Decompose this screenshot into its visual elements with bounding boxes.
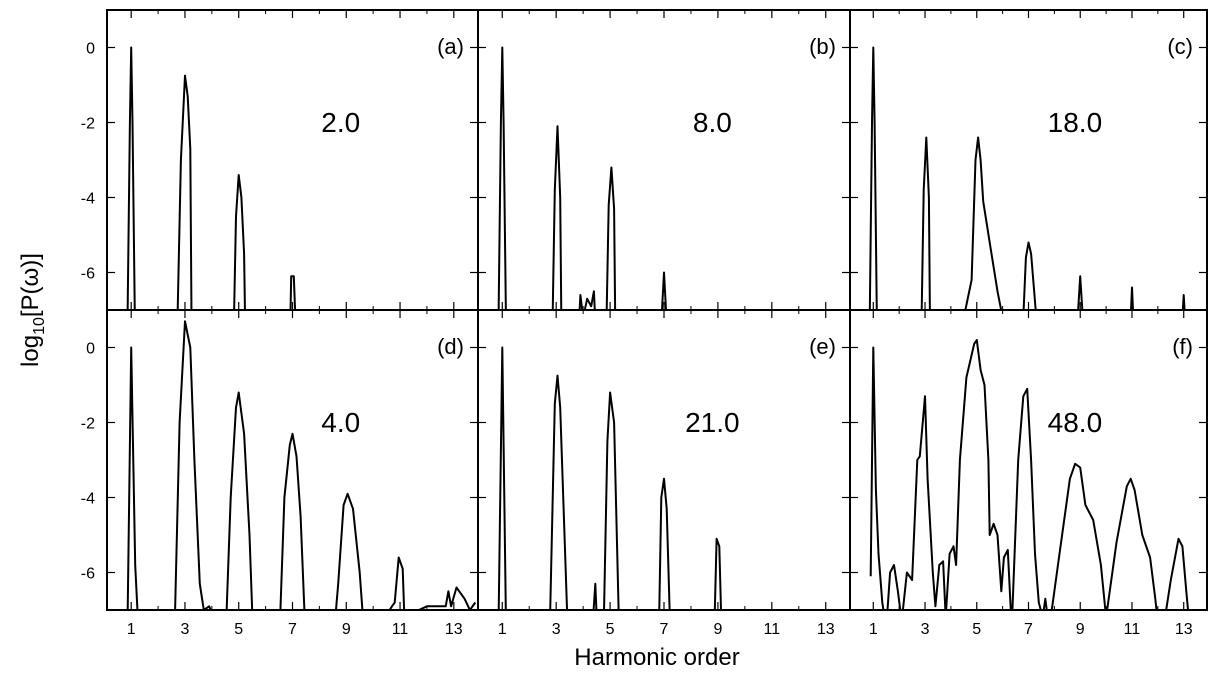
series-line [497,346,722,610]
y-tick-label: -4 [81,191,95,208]
x-tick-label: 1 [498,621,507,638]
panel: 1 3 5 7 9 11 13(e)21.0 [477,309,851,638]
series-line [497,46,668,310]
x-axis-title: Harmonic order [574,644,739,671]
y-tick-label: -4 [81,491,95,508]
panel: (b) 8.0 [477,9,851,311]
x-tick-label: 11 [764,621,781,638]
x-tick-label: 3 [552,621,561,638]
panel-label: (c) [1167,34,1193,59]
panel-label: (a) [437,34,464,59]
panel-frame [477,309,851,611]
y-title-suffix: [P(ω)] [17,253,44,317]
annotation: 8.0 [693,107,732,138]
annotation: 4.0 [321,407,360,438]
panel-frame [106,9,479,311]
annotation: 18.0 [1048,107,1103,138]
x-tick-label: 13 [817,621,835,638]
panel-frame [106,309,479,611]
y-title-prefix: log [17,335,44,367]
y-tick-label: 0 [86,341,95,358]
x-tick-label: 13 [445,621,463,638]
series-line [869,339,1190,610]
x-tick-label: 5 [606,621,615,638]
panel-frame [849,9,1208,311]
x-tick-label: 7 [660,621,669,638]
x-tick-label: 3 [181,621,190,638]
y-tick-label: -6 [81,266,95,283]
panel-frame [477,9,851,311]
series-line [126,320,477,610]
x-tick-label: 13 [1175,621,1193,638]
x-tick-label: 7 [288,621,297,638]
y-tick-label: 0 [86,41,95,58]
x-tick-label: 5 [972,621,981,638]
y-axis-title: log10[P(ω)] [17,253,48,367]
x-tick-label: 7 [1024,621,1033,638]
annotation: 2.0 [321,107,360,138]
x-tick-label: 11 [392,621,409,638]
panel-label: (d) [437,334,464,359]
panel: 1 3 5 7 9 11 130-2-4-6(d)4.0 [81,309,479,638]
x-tick-label: 3 [921,621,930,638]
panel: 0 -2 -4 -6 (a) 2.0 [81,9,479,311]
panel: (c) 18.0 [849,9,1208,311]
series-line [868,46,1186,310]
y-title-sub: 10 [31,317,48,335]
annotation: 21.0 [685,407,740,438]
annotation: 48.0 [1048,407,1103,438]
x-tick-label: 11 [1124,621,1141,638]
panel-label: (e) [809,334,836,359]
x-tick-label: 9 [342,621,351,638]
panel-label: (f) [1172,334,1193,359]
y-tick-label: -2 [81,116,95,133]
x-tick-label: 9 [1076,621,1085,638]
y-tick-label: -6 [81,566,95,583]
panel-frame [849,309,1208,611]
x-tick-label: 1 [127,621,136,638]
panel-label: (b) [809,34,836,59]
series-line [126,46,297,310]
panel: 1 3 5 7 9 11 13(f)48.0 [849,309,1208,638]
x-tick-label: 9 [713,621,722,638]
x-tick-label: 5 [234,621,243,638]
y-tick-label: -2 [81,416,95,433]
x-tick-label: 1 [869,621,878,638]
